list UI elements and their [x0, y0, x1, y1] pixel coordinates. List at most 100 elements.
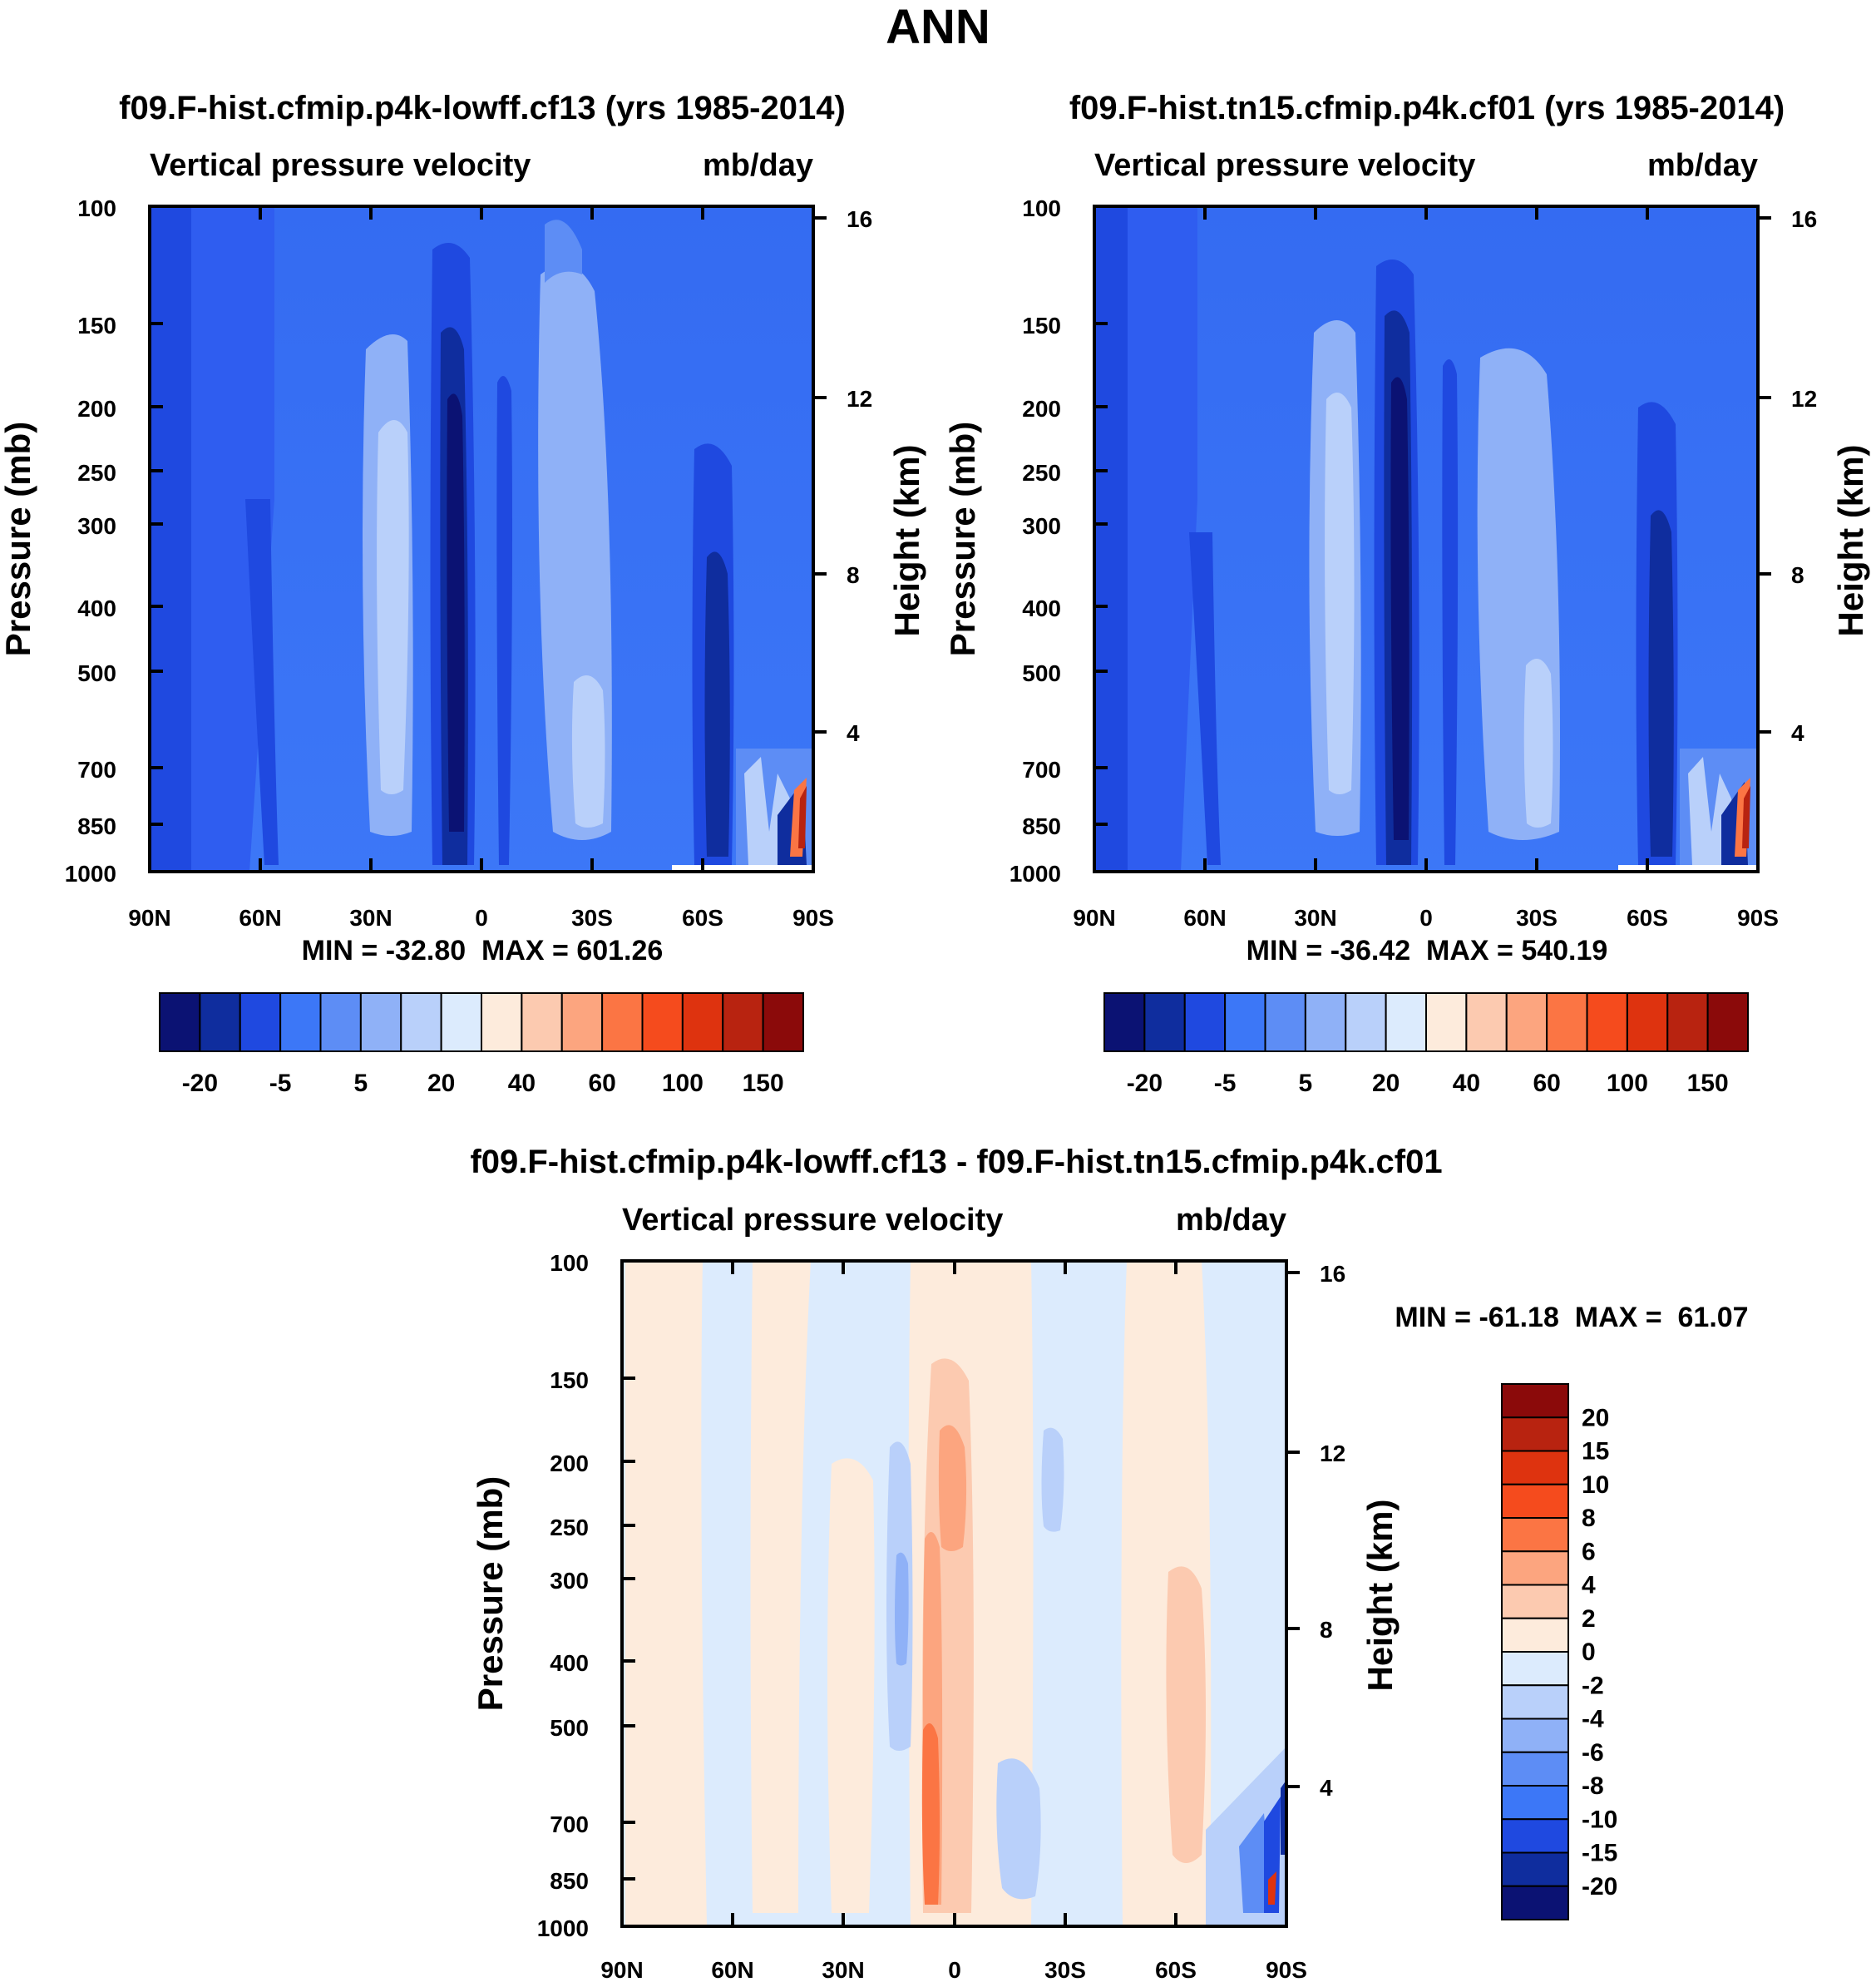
y-tick-label: 150	[550, 1367, 589, 1393]
colorbar-label: 6	[1582, 1538, 1596, 1565]
colorbar-swatch	[199, 992, 241, 1052]
colorbar-label: 20	[1372, 1070, 1400, 1097]
colorbar-swatch	[1183, 992, 1227, 1052]
y-tick-label: 150	[1022, 313, 1061, 339]
panel-2-units-label: mb/day	[1647, 148, 1758, 183]
panel-2-plot-area	[1093, 205, 1760, 873]
colorbar-label: 5	[354, 1070, 368, 1097]
colorbar-swatch	[159, 992, 201, 1052]
panel-3-right-axis: 16 12 8 4 Height (km)	[1286, 1261, 1400, 1801]
colorbar-swatch	[681, 992, 724, 1052]
x-tick-label: 30S	[1516, 905, 1558, 931]
panel-3-plot-area	[620, 1259, 1288, 1928]
colorbar-swatch	[1501, 1416, 1569, 1452]
colorbar-swatch	[521, 992, 563, 1052]
colorbar-label: 40	[508, 1070, 536, 1097]
y-tick-label: 500	[77, 660, 116, 686]
panel-2-variable-label: Vertical pressure velocity	[1094, 148, 1475, 183]
y-tick-label: 400	[1022, 596, 1061, 621]
colorbar-swatch	[560, 992, 604, 1052]
colorbar-swatch	[1501, 1651, 1569, 1687]
right-tick-label: 8	[1320, 1617, 1333, 1643]
x-tick-label: 60S	[1155, 1957, 1197, 1982]
y-tick-label: 700	[77, 757, 116, 783]
y-tick-label: 150	[77, 313, 116, 339]
right-tick-label: 12	[847, 386, 872, 412]
colorbar-label: -2	[1582, 1672, 1604, 1699]
colorbar-label: 8	[1582, 1505, 1596, 1532]
x-tick-label: 0	[1419, 905, 1433, 931]
panel-3-right-label: Height (km)	[1360, 1500, 1400, 1692]
right-tick-label: 16	[847, 206, 872, 232]
colorbar-label: 15	[1582, 1438, 1609, 1465]
panel-2-stats: MIN = -36.42 MAX = 540.19	[1247, 935, 1608, 966]
colorbar-swatch	[1501, 1584, 1569, 1619]
y-tick-label: 250	[77, 460, 116, 486]
y-tick-label: 100	[550, 1250, 589, 1276]
colorbar-label: -4	[1582, 1706, 1604, 1733]
colorbar-swatch	[1304, 992, 1347, 1052]
colorbar-swatch	[1103, 992, 1146, 1052]
colorbar-label: 150	[1687, 1070, 1729, 1097]
x-tick-label: 60N	[1183, 905, 1226, 931]
colorbar-swatch	[1501, 1483, 1569, 1519]
panel-1-plot-area	[148, 205, 815, 873]
colorbar-label: -20	[1582, 1873, 1617, 1900]
colorbar-swatch	[359, 992, 402, 1052]
right-tick-label: 8	[847, 562, 860, 588]
y-tick-label: 200	[77, 396, 116, 422]
panel-1-right-axis: 16 12 8 4 Height (km)	[813, 206, 926, 746]
colorbar-label: 150	[743, 1070, 784, 1097]
colorbar-swatch	[481, 992, 523, 1052]
x-tick-label: 90S	[1266, 1957, 1307, 1982]
panel-3-variable-label: Vertical pressure velocity	[622, 1203, 1003, 1238]
x-tick-label: 60S	[1627, 905, 1668, 931]
colorbar-swatch	[279, 992, 322, 1052]
colorbar-label: 100	[1607, 1070, 1648, 1097]
x-tick-label: 60S	[682, 905, 723, 931]
y-tick-label: 850	[1022, 813, 1061, 839]
x-tick-label: 60N	[711, 1957, 753, 1982]
colorbar-swatch	[440, 992, 482, 1052]
y-tick-label: 100	[1022, 195, 1061, 221]
x-tick-label: 30N	[822, 1957, 864, 1982]
panel-3-y-label: Pressure (mb)	[471, 1476, 510, 1711]
colorbar-swatch	[1501, 1450, 1569, 1485]
colorbar-label: -20	[1127, 1070, 1163, 1097]
colorbar-swatch	[1501, 1818, 1569, 1854]
panel-2-x-axis: 90N 60N 30N 0 30S 60S 90S	[1073, 206, 1779, 931]
y-tick-label: 200	[550, 1451, 589, 1476]
panel-1-title: f09.F-hist.cfmip.p4k-lowff.cf13 (yrs 198…	[119, 90, 846, 126]
colorbar-swatch	[1501, 1751, 1569, 1787]
colorbar-label: -5	[269, 1070, 292, 1097]
right-tick-label: 4	[1791, 720, 1804, 746]
panel-2-right-label: Height (km)	[1831, 445, 1870, 637]
y-tick-label: 400	[77, 596, 116, 621]
panel-1-units-label: mb/day	[703, 148, 813, 183]
colorbar-swatch	[1385, 992, 1427, 1052]
colorbar-label: -8	[1582, 1772, 1604, 1800]
panel-3-title: f09.F-hist.cfmip.p4k-lowff.cf13 - f09.F-…	[470, 1144, 1442, 1180]
panel-2-y-label: Pressure (mb)	[943, 422, 982, 656]
y-tick-label: 250	[1022, 460, 1061, 486]
colorbar-label: 0	[1582, 1638, 1596, 1666]
right-tick-label: 16	[1320, 1261, 1345, 1287]
right-tick-label: 12	[1791, 386, 1817, 412]
panel-1: f09.F-hist.cfmip.p4k-lowff.cf13 (yrs 198…	[0, 90, 926, 1097]
colorbar-swatch	[1501, 1617, 1569, 1653]
colorbar-swatch	[400, 992, 442, 1052]
panel-2-title: f09.F-hist.tn15.cfmip.p4k.cf01 (yrs 1985…	[1069, 90, 1785, 126]
colorbar-swatch	[641, 992, 684, 1052]
colorbar-swatch	[722, 992, 764, 1052]
colorbar-label: 20	[1582, 1404, 1609, 1431]
colorbar-label: 20	[427, 1070, 455, 1097]
colorbar-swatch	[1546, 992, 1588, 1052]
panel-2-colorbar: -20 -5 5 20 40 60 100 150	[1103, 992, 1749, 1097]
x-tick-label: 0	[948, 1957, 961, 1982]
panel-3-x-axis: 90N 60N 30N 0 30S 60S 90S	[600, 1261, 1307, 1982]
right-tick-label: 12	[1320, 1441, 1345, 1466]
y-tick-label: 400	[550, 1650, 589, 1676]
y-tick-label: 200	[1022, 396, 1061, 422]
x-tick-label: 90N	[600, 1957, 643, 1982]
